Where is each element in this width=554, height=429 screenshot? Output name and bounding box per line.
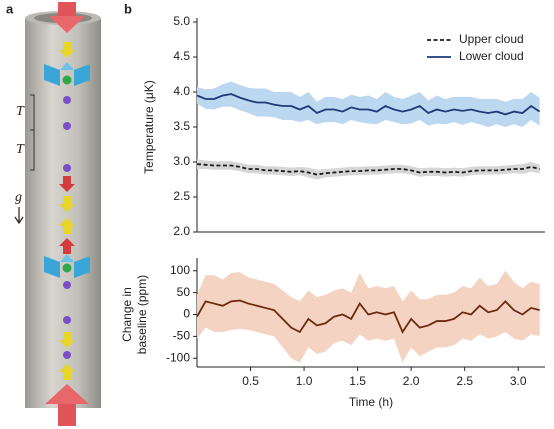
x-tick-label: 1.0 bbox=[296, 374, 313, 388]
laser-arrow bbox=[58, 404, 76, 426]
trap-magnet bbox=[44, 64, 60, 86]
trap-magnet bbox=[74, 64, 90, 86]
gravity-label: g bbox=[15, 190, 22, 205]
data-line bbox=[196, 93, 541, 116]
gravity-arrow bbox=[14, 207, 24, 225]
atom bbox=[63, 164, 71, 172]
y-axis-label: Change in bbox=[120, 287, 134, 342]
y-tick-label: 100 bbox=[170, 263, 190, 277]
arrow bbox=[59, 42, 75, 58]
panel-label: a bbox=[6, 1, 14, 16]
trap-magnet bbox=[60, 254, 74, 262]
y-axis-label: baseline (ppm) bbox=[135, 275, 149, 354]
atom-cloud bbox=[62, 263, 72, 273]
error-band bbox=[197, 270, 540, 363]
trap-magnet bbox=[44, 256, 60, 278]
data-line bbox=[196, 299, 540, 334]
error-band bbox=[197, 159, 540, 180]
arrow bbox=[59, 332, 75, 348]
period-bracket bbox=[30, 94, 35, 171]
panel-label: b bbox=[124, 1, 132, 16]
x-axis-label: Time (h) bbox=[349, 395, 393, 409]
period-label: T bbox=[16, 142, 25, 157]
arrow bbox=[59, 218, 75, 234]
x-tick-label: 0.5 bbox=[242, 374, 259, 388]
beam-arrows bbox=[59, 42, 75, 380]
laser-arrow bbox=[49, 16, 85, 33]
atom-cloud bbox=[62, 75, 72, 85]
y-tick-label: 3.0 bbox=[173, 154, 190, 168]
arrow bbox=[59, 196, 75, 212]
period-label: T bbox=[16, 104, 25, 119]
y-tick-label: 2.0 bbox=[173, 224, 190, 238]
y-tick-label: -50 bbox=[173, 329, 191, 343]
y-tick-label: 50 bbox=[177, 285, 191, 299]
arrow bbox=[59, 364, 75, 380]
trap-magnet bbox=[74, 256, 90, 278]
y-tick-label: 0 bbox=[183, 307, 190, 321]
data-line bbox=[196, 163, 540, 176]
laser-arrow bbox=[45, 384, 89, 404]
y-tick-label: 3.5 bbox=[173, 119, 190, 133]
atom bbox=[63, 351, 71, 359]
atoms bbox=[63, 96, 71, 359]
x-tick-label: 2.5 bbox=[456, 374, 473, 388]
laser-arrow bbox=[58, 2, 76, 16]
x-tick-label: 3.0 bbox=[510, 374, 527, 388]
legend-label: Upper cloud bbox=[459, 32, 524, 46]
y-axis-label: Temperature (μK) bbox=[142, 80, 156, 174]
legend-label: Lower cloud bbox=[459, 49, 524, 63]
x-tick-label: 1.5 bbox=[349, 374, 366, 388]
trap-magnet bbox=[60, 62, 74, 70]
y-tick-label: 4.0 bbox=[173, 84, 190, 98]
atom bbox=[63, 96, 71, 104]
atom bbox=[63, 122, 71, 130]
x-tick-label: 2.0 bbox=[403, 374, 420, 388]
arrow bbox=[59, 176, 75, 192]
y-tick-label: 2.5 bbox=[173, 189, 190, 203]
apparatus-diagram: T T g bbox=[14, 2, 101, 426]
y-tick-label: -100 bbox=[166, 350, 190, 364]
error-band bbox=[197, 81, 540, 127]
atom bbox=[63, 316, 71, 324]
atom bbox=[63, 281, 71, 289]
y-tick-label: 4.5 bbox=[173, 49, 190, 63]
y-tick-label: 5.0 bbox=[173, 14, 190, 28]
arrow bbox=[59, 238, 75, 254]
